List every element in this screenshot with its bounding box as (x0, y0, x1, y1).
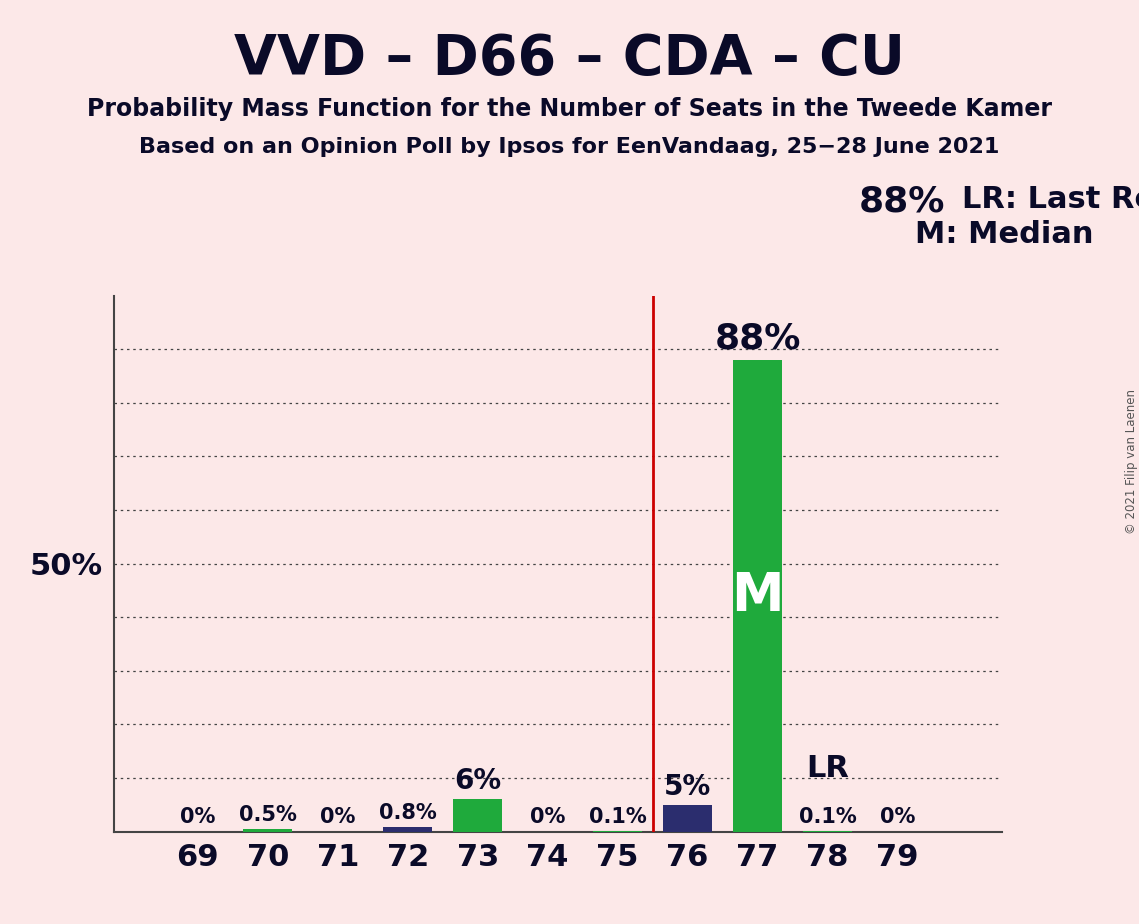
Bar (734, 360, 782, 832)
Text: © 2021 Filip van Laenen: © 2021 Filip van Laenen (1124, 390, 1138, 534)
Text: Probability Mass Function for the Number of Seats in the Tweede Kamer: Probability Mass Function for the Number… (87, 97, 1052, 121)
Text: LR: Last Result: LR: Last Result (962, 185, 1139, 213)
Text: VVD – D66 – CDA – CU: VVD – D66 – CDA – CU (233, 32, 906, 86)
Text: LR: LR (806, 754, 849, 784)
Text: Based on an Opinion Poll by Ipsos for EenVandaag, 25−28 June 2021: Based on an Opinion Poll by Ipsos for Ee… (139, 137, 1000, 157)
Text: 6%: 6% (454, 767, 501, 796)
Text: 0%: 0% (180, 808, 215, 827)
Bar (663, 805, 712, 832)
Text: 5%: 5% (664, 772, 711, 800)
Text: 0%: 0% (879, 808, 915, 827)
Text: 0%: 0% (530, 808, 565, 827)
Text: M: M (731, 570, 784, 622)
Bar (244, 829, 293, 832)
Text: 88%: 88% (714, 322, 801, 356)
Text: 0.8%: 0.8% (379, 803, 436, 823)
Bar (383, 827, 432, 832)
Text: 0.5%: 0.5% (239, 805, 297, 824)
Text: 88%: 88% (859, 185, 945, 219)
Text: 0.1%: 0.1% (589, 807, 647, 827)
Text: M: Median: M: Median (915, 220, 1093, 249)
Text: 0.1%: 0.1% (798, 807, 857, 827)
Text: 0%: 0% (320, 808, 355, 827)
Bar (453, 799, 502, 832)
